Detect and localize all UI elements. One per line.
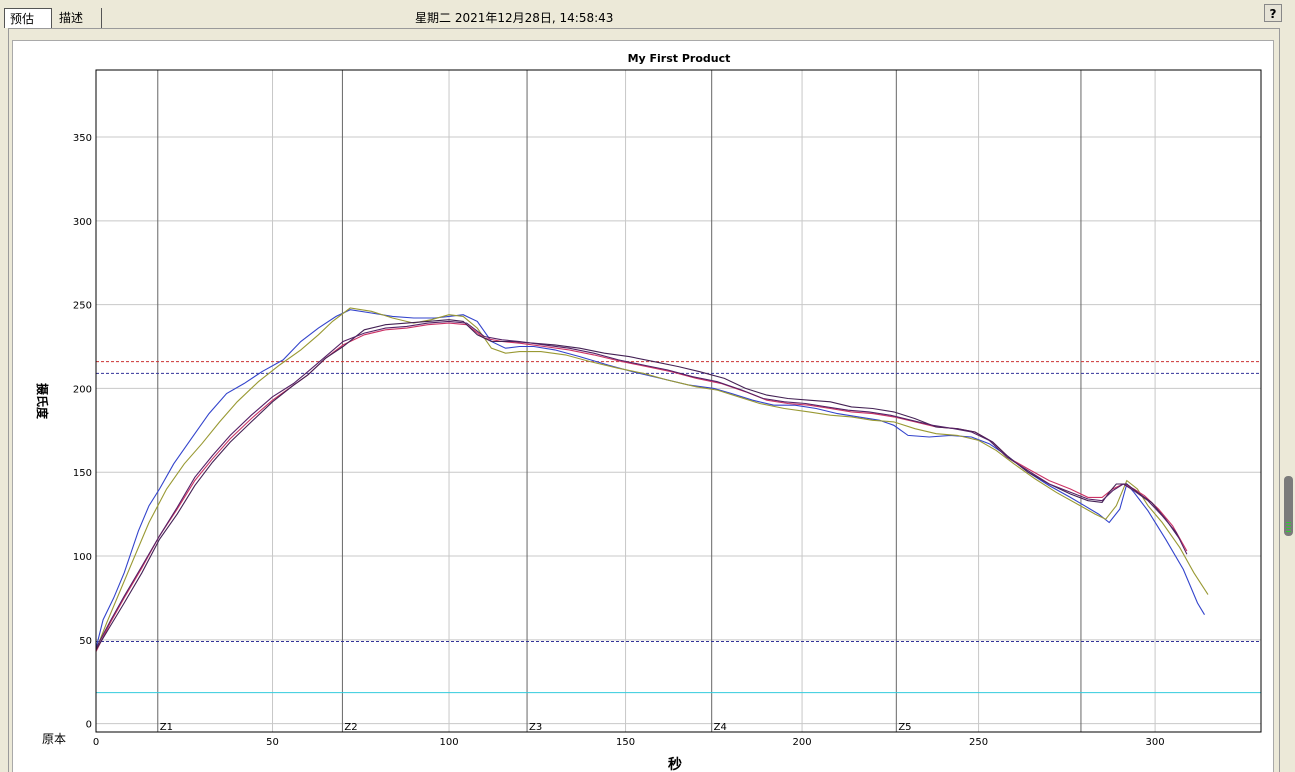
chart-panel — [12, 40, 1274, 772]
x-tick-label: 150 — [616, 737, 635, 748]
y-tick-label: 250 — [73, 301, 92, 312]
scrollbar-thumb[interactable] — [1284, 476, 1293, 536]
y-axis-label: 摄氏度 — [35, 383, 50, 420]
scrollbar-grip-icon — [1286, 522, 1291, 532]
x-tick-label: 300 — [1146, 737, 1165, 748]
content-frame — [8, 28, 1280, 772]
y-tick-label: 150 — [73, 468, 92, 479]
tick-labels: 0 50 100 150 200 250 300 350 0 50 100 150 200 250 300 — [73, 133, 1165, 748]
series-layer — [95, 307, 1209, 652]
zone-label: Z1 — [160, 722, 173, 733]
plot-area-border — [95, 69, 1262, 733]
y-tick-label: 350 — [73, 133, 92, 144]
zone-label: Z4 — [714, 722, 727, 733]
x-tick-label: 100 — [439, 737, 458, 748]
help-button[interactable]: ? — [1264, 4, 1282, 22]
zone-label: Z3 — [529, 722, 542, 733]
y-tick-label: 300 — [73, 217, 92, 228]
x-tick-label: 200 — [793, 737, 812, 748]
tab-estimate[interactable]: 预估 — [4, 8, 52, 28]
chart-title: My First Product — [628, 52, 731, 65]
zone-labels: Z1 Z2 Z3 Z4 Z5 — [160, 722, 912, 733]
series-line — [95, 307, 1209, 651]
series-line — [95, 319, 1181, 651]
zone-label: Z5 — [898, 722, 911, 733]
datetime-label: 星期二 2021年12月28日, 14:58:43 — [415, 11, 614, 25]
y-tick-label: 0 — [86, 720, 92, 731]
reference-lines — [96, 361, 1261, 694]
corner-label: 原本 — [42, 732, 66, 746]
zone-layer — [157, 70, 1082, 732]
y-tick-label: 50 — [79, 636, 92, 647]
tab-bar: 预估 描述 星期二 2021年12月28日, 14:58:43 ? — [0, 0, 1295, 30]
x-tick-label: 0 — [93, 737, 99, 748]
vertical-scrollbar[interactable] — [1284, 28, 1295, 772]
y-tick-label: 200 — [73, 384, 92, 395]
series-line — [95, 322, 1188, 652]
x-tick-label: 50 — [266, 737, 279, 748]
zone-label: Z2 — [344, 722, 357, 733]
series-line — [95, 320, 1188, 649]
y-tick-label: 100 — [73, 552, 92, 563]
tab-description[interactable]: 描述 — [54, 8, 102, 28]
x-axis-label: 秒 — [668, 756, 682, 772]
x-tick-label: 250 — [969, 737, 988, 748]
